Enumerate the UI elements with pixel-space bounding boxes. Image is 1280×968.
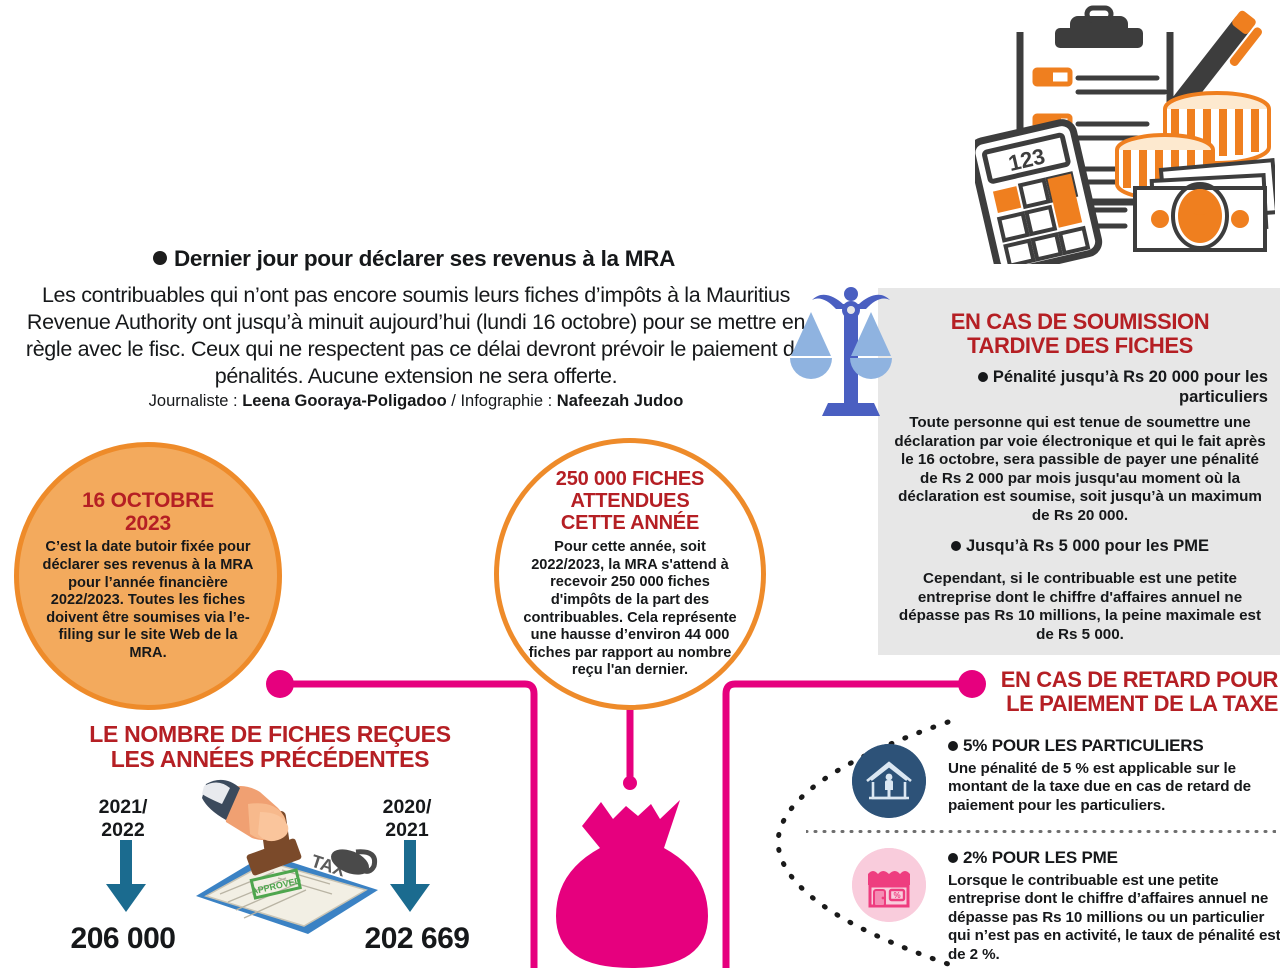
panel-paragraph-2: Cependant, si le contribuable est une pe… bbox=[898, 570, 1262, 643]
connector-lines bbox=[266, 670, 986, 968]
year-label-right-line1: 2020/ bbox=[382, 796, 432, 818]
year-label-left: 2021/ 2022 bbox=[68, 796, 178, 842]
late-submission-title-line2: TARDIVE DES FICHES bbox=[967, 333, 1193, 358]
down-arrow-icon bbox=[106, 840, 146, 912]
bullet-icon bbox=[977, 372, 988, 382]
expected-returns-body: Pour cette année, soit 2022/2023, la MRA… bbox=[523, 539, 737, 679]
late-submission-title: EN CAS DE SOUMISSION TARDIVE DES FICHES bbox=[892, 310, 1268, 358]
late-payment-item-2-heading: 2% POUR LES PME bbox=[948, 848, 1280, 867]
journalist-label: Journaliste : bbox=[148, 392, 243, 410]
infographic-label: Infographie : bbox=[460, 392, 557, 410]
deadline-heading: 16 OCTOBRE 2023 bbox=[82, 489, 214, 535]
panel-paragraph-1: Toute personne qui est tenue de soumettr… bbox=[894, 414, 1266, 524]
late-payment-item-2-body: Lorsque le contribuable est une petite e… bbox=[948, 872, 1280, 963]
deadline-body: C’est la date butoir fixée pour déclarer… bbox=[42, 539, 254, 661]
late-submission-title-line1: EN CAS DE SOUMISSION bbox=[950, 309, 1210, 334]
deadline-heading-line1: 16 OCTOBRE bbox=[82, 489, 214, 513]
lede-paragraph: Les contribuables qui n’ont pas encore s… bbox=[25, 283, 807, 388]
year-label-right: 2020/ 2021 bbox=[352, 796, 462, 842]
money-bag-icon bbox=[556, 800, 708, 968]
bullet-icon bbox=[948, 741, 958, 751]
shop-storefront-icon: % bbox=[852, 848, 926, 922]
expected-returns-heading: 250 000 FICHES ATTENDUES CETTE ANNÉE bbox=[555, 468, 705, 535]
divider-dotted bbox=[806, 830, 1276, 833]
house-person-icon bbox=[852, 744, 926, 818]
previous-year-value-left: 206 000 bbox=[70, 922, 176, 955]
late-submission-panel bbox=[878, 288, 1280, 655]
deadline-heading-line2: 2023 bbox=[125, 512, 171, 536]
byline: Journaliste : Leena Gooraya-Poligadoo / … bbox=[4, 392, 828, 411]
previous-years-title-line1: LE NOMBRE DE FICHES REÇUES bbox=[89, 721, 451, 747]
late-payment-item-1-body: Une pénalité de 5 % est applicable sur l… bbox=[948, 760, 1252, 814]
late-payment-title: EN CAS DE RETARD POUR LE PAIEMENT DE LA … bbox=[978, 667, 1279, 716]
page-title: Dernier jour pour déclarer ses revenus à… bbox=[0, 246, 828, 272]
connector-dot-right bbox=[958, 670, 986, 698]
late-payment-item-1-heading: 5% POUR LES PARTICULIERS bbox=[948, 736, 1280, 755]
connector-dot-left bbox=[266, 670, 294, 698]
late-payment-item-2-heading-text: 2% POUR LES PME bbox=[963, 848, 1118, 867]
infographic-name: Nafeezah Judoo bbox=[556, 392, 684, 410]
journalist-name: Leena Gooraya-Poligadoo bbox=[242, 392, 447, 410]
svg-text:%: % bbox=[893, 891, 900, 900]
hero-illustration: 123 bbox=[975, 5, 1275, 264]
previous-years-title-line2: LES ANNÉES PRÉCÉDENTES bbox=[110, 746, 430, 772]
scales-of-justice-icon bbox=[790, 287, 892, 416]
year-label-left-line2: 2022 bbox=[101, 819, 145, 841]
panel-bullet-2: Jusqu’à Rs 5 000 pour les PME bbox=[892, 537, 1268, 557]
late-payment-title-line2: LE PAIEMENT DE LA TAXE bbox=[1006, 691, 1278, 716]
hand-stamp-approved-clipboard-illustration: APPROVED TAX bbox=[196, 779, 378, 934]
panel-bullet-1-text: Pénalité jusqu’à Rs 20 000 pour les part… bbox=[992, 368, 1268, 406]
panel-bullet-1: Pénalité jusqu’à Rs 20 000 pour les part… bbox=[892, 368, 1268, 407]
bullet-icon bbox=[152, 251, 167, 266]
panel-bullet-2-text: Jusqu’à Rs 5 000 pour les PME bbox=[965, 537, 1209, 555]
deadline-circle: 16 OCTOBRE 2023 C’est la date butoir fix… bbox=[14, 442, 282, 710]
expected-returns-heading-line1: 250 000 FICHES bbox=[555, 468, 705, 491]
page-title-text: Dernier jour pour déclarer ses revenus à… bbox=[173, 246, 676, 271]
previous-year-value-right: 202 669 bbox=[364, 922, 470, 955]
year-label-left-line1: 2021/ bbox=[98, 796, 148, 818]
bullet-icon bbox=[950, 541, 961, 551]
previous-years-title: LE NOMBRE DE FICHES REÇUES LES ANNÉES PR… bbox=[40, 722, 500, 772]
expected-returns-circle: 250 000 FICHES ATTENDUES CETTE ANNÉE Pou… bbox=[494, 438, 766, 710]
down-arrow-icon bbox=[390, 840, 430, 912]
bullet-icon bbox=[948, 853, 958, 863]
expected-returns-heading-line2: ATTENDUES bbox=[570, 490, 690, 513]
late-payment-title-line1: EN CAS DE RETARD POUR bbox=[1000, 667, 1279, 692]
late-payment-item-1-heading-text: 5% POUR LES PARTICULIERS bbox=[963, 736, 1204, 755]
year-label-right-line2: 2021 bbox=[385, 819, 429, 841]
byline-separator: / bbox=[446, 392, 461, 410]
expected-returns-heading-line3: CETTE ANNÉE bbox=[560, 512, 700, 535]
connector-dot-center bbox=[623, 776, 637, 790]
